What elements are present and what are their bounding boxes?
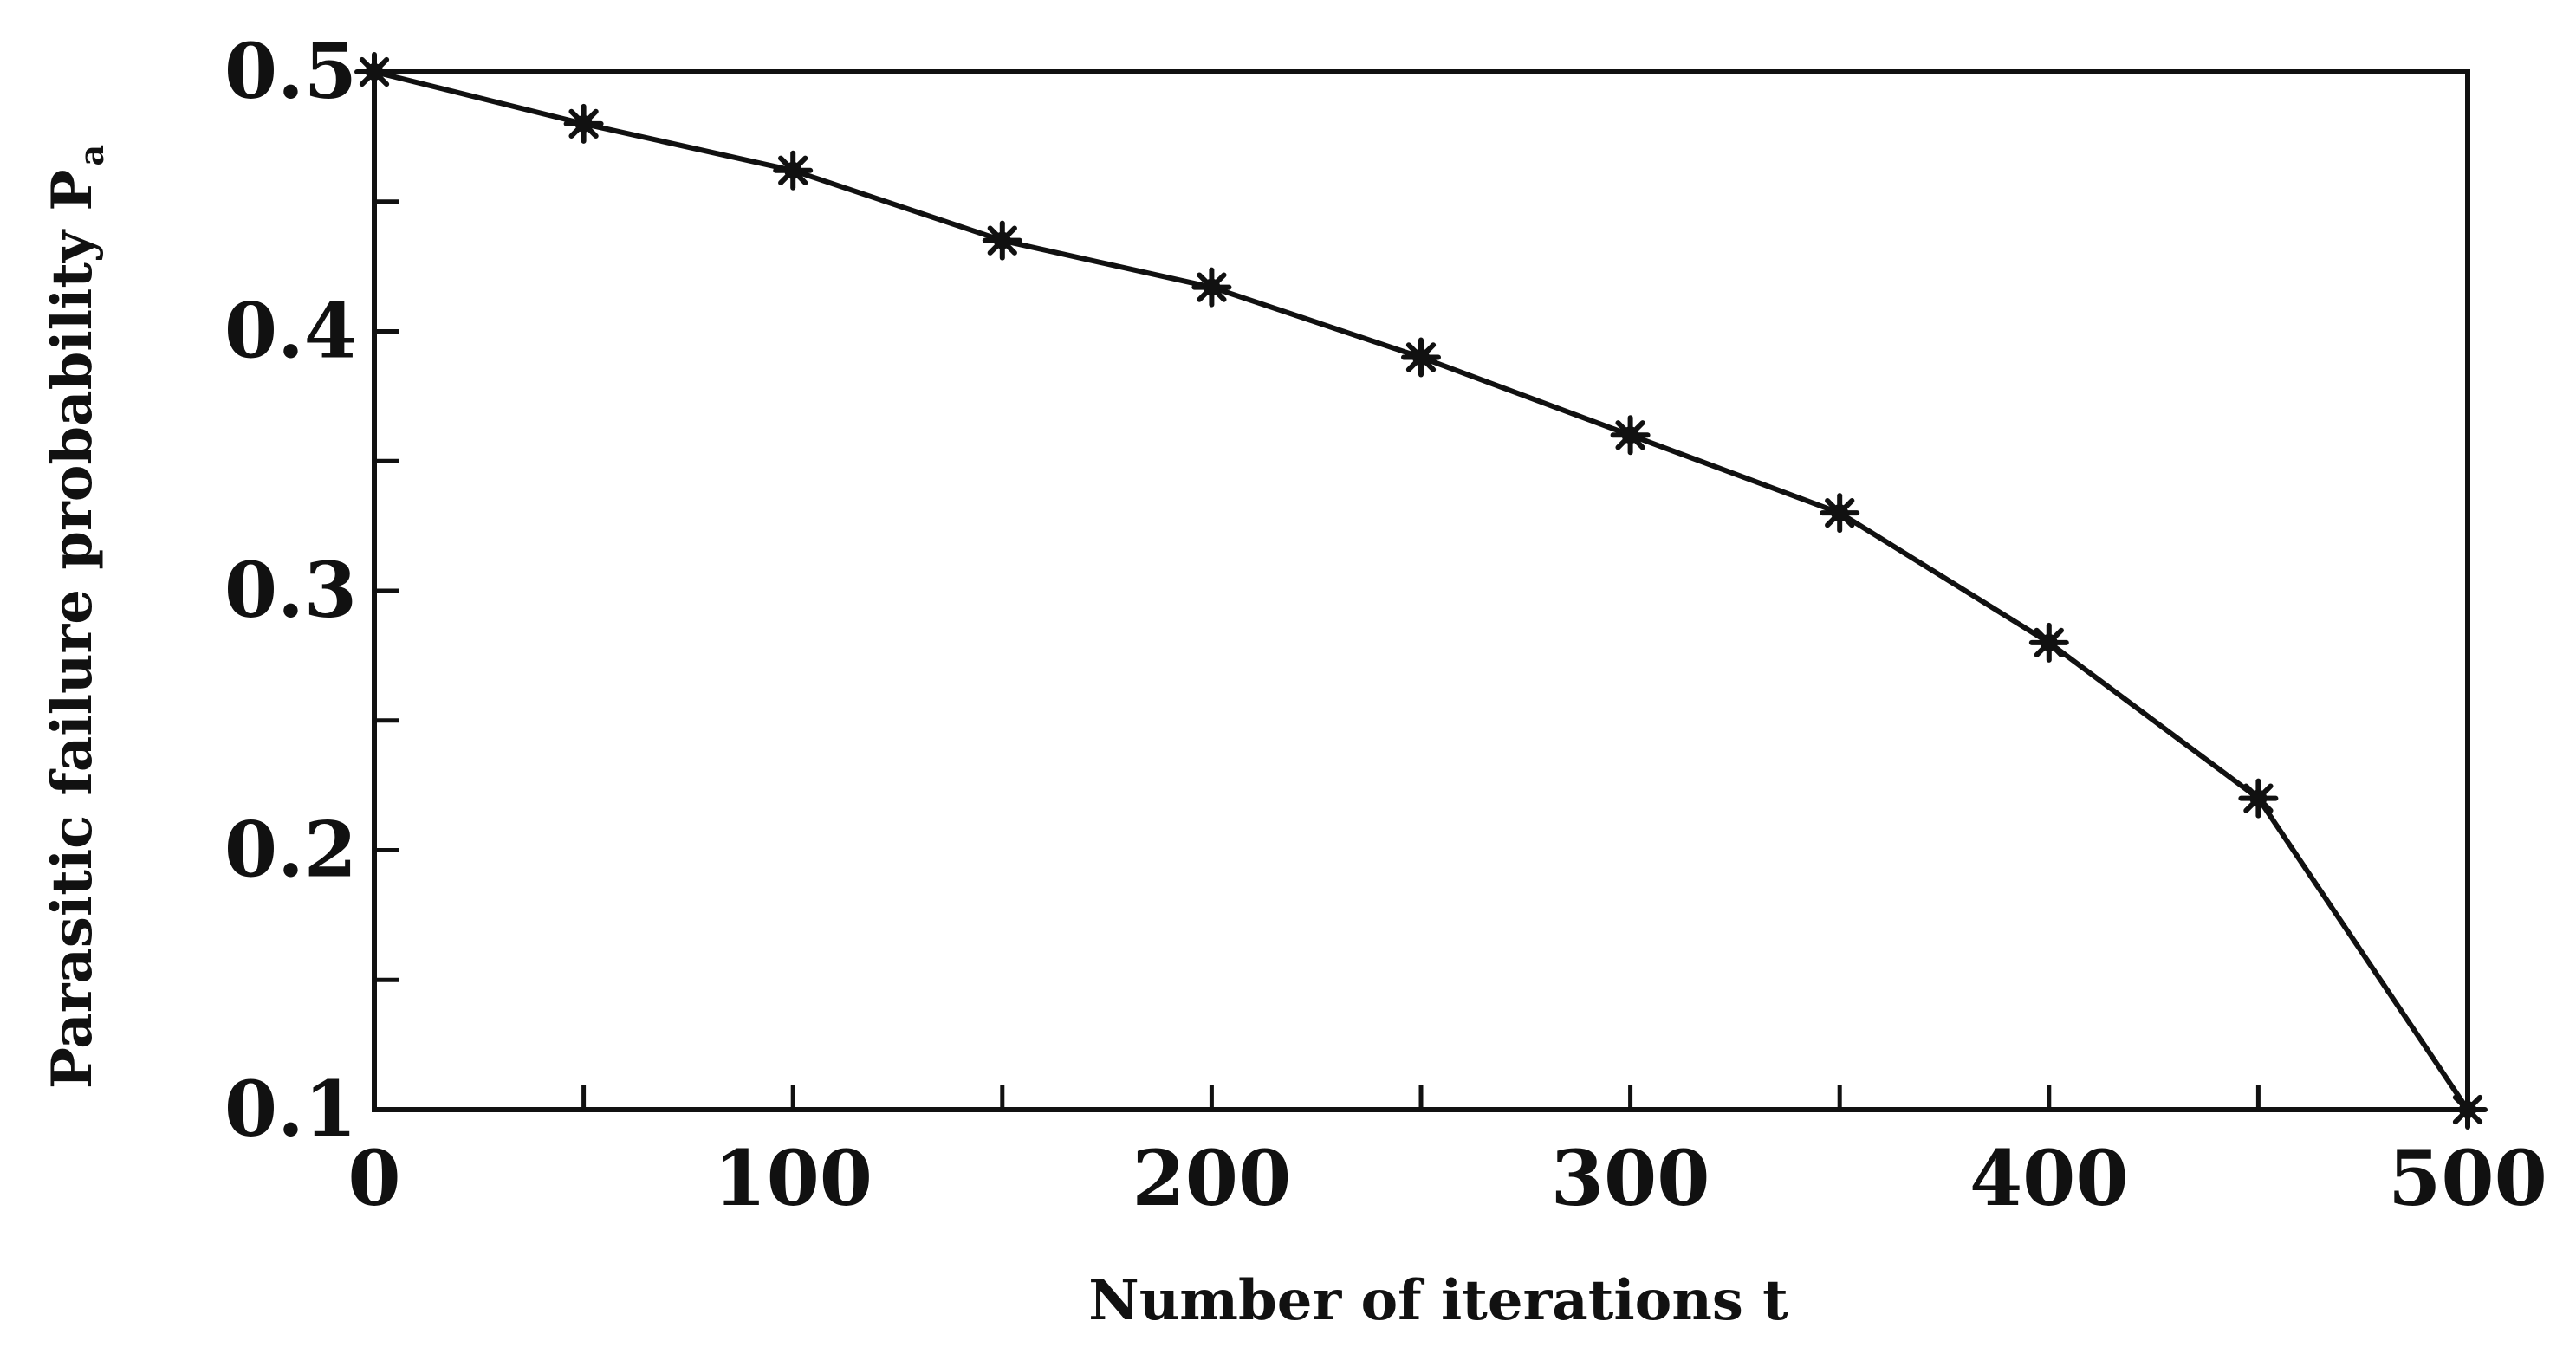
x-tick-label: 200: [1132, 1133, 1292, 1223]
data-point-marker: [2448, 1090, 2488, 1130]
marker-core: [993, 231, 1011, 249]
data-point-marker: [1191, 267, 1232, 308]
marker-core: [366, 63, 383, 81]
data-point-marker: [982, 220, 1022, 261]
data-point-marker: [1401, 337, 1441, 378]
x-tick-label: 100: [713, 1133, 873, 1223]
data-point-marker: [1610, 415, 1651, 456]
data-point-marker: [1820, 493, 1860, 534]
marker-core: [2249, 789, 2268, 807]
marker-core: [1621, 426, 1639, 444]
y-tick-label: 0.3: [224, 545, 357, 635]
series-line: [373, 69, 2470, 1111]
y-tick-label: 0.5: [224, 26, 357, 116]
x-tick-label: 400: [1969, 1133, 2129, 1223]
data-point-marker: [354, 52, 394, 92]
series: [354, 52, 2488, 1130]
data-point-marker: [2028, 622, 2069, 663]
y-axis-title-main: Parasitic failure probability P: [40, 170, 105, 1090]
x-tick-label: 500: [2388, 1133, 2547, 1223]
x-tick-label: 300: [1551, 1133, 1710, 1223]
y-axis-title: Parasitic failure probability P a: [40, 145, 111, 1089]
marker-core: [2040, 633, 2058, 651]
y-tick-label: 0.2: [224, 805, 357, 895]
data-point-marker: [2238, 778, 2279, 819]
x-tick-label: 0: [347, 1133, 400, 1223]
marker-core: [1412, 348, 1430, 366]
data-point-marker: [773, 150, 814, 191]
marker-core: [1831, 504, 1849, 522]
y-axis-title-subscript: a: [72, 145, 111, 166]
y-tick-label: 0.1: [224, 1064, 357, 1154]
y-tick-label: 0.4: [224, 286, 357, 376]
axis-ticks: [374, 199, 2261, 1110]
marker-core: [784, 161, 802, 179]
marker-core: [574, 114, 593, 133]
marker-core: [1203, 278, 1221, 296]
marker-core: [2459, 1101, 2476, 1118]
plot-frame-rect: [372, 69, 2470, 1112]
data-point-marker: [563, 103, 604, 144]
x-axis-title: Number of iterations t: [1088, 1268, 1788, 1333]
axis-tick-labels: 0 100 200 300 400 500 0.1 0.2 0.3 0.4 0.5: [224, 26, 2547, 1223]
plot-frame: [372, 69, 2470, 1112]
